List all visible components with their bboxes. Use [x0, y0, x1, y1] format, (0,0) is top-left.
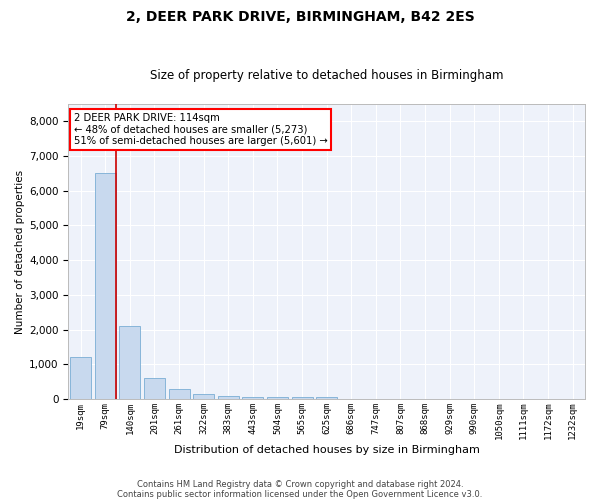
- X-axis label: Distribution of detached houses by size in Birmingham: Distribution of detached houses by size …: [174, 445, 479, 455]
- Bar: [316, 398, 337, 399]
- Y-axis label: Number of detached properties: Number of detached properties: [15, 170, 25, 334]
- Bar: [169, 388, 190, 399]
- Bar: [95, 174, 116, 399]
- Bar: [144, 378, 165, 399]
- Bar: [119, 326, 140, 399]
- Bar: [242, 398, 263, 399]
- Bar: [292, 398, 313, 399]
- Bar: [193, 394, 214, 399]
- Bar: [218, 396, 239, 399]
- Bar: [267, 398, 288, 399]
- Title: Size of property relative to detached houses in Birmingham: Size of property relative to detached ho…: [150, 69, 503, 82]
- Text: 2, DEER PARK DRIVE, BIRMINGHAM, B42 2ES: 2, DEER PARK DRIVE, BIRMINGHAM, B42 2ES: [125, 10, 475, 24]
- Bar: [70, 358, 91, 399]
- Text: Contains HM Land Registry data © Crown copyright and database right 2024.: Contains HM Land Registry data © Crown c…: [137, 480, 463, 489]
- Text: Contains public sector information licensed under the Open Government Licence v3: Contains public sector information licen…: [118, 490, 482, 499]
- Text: 2 DEER PARK DRIVE: 114sqm
← 48% of detached houses are smaller (5,273)
51% of se: 2 DEER PARK DRIVE: 114sqm ← 48% of detac…: [74, 113, 328, 146]
